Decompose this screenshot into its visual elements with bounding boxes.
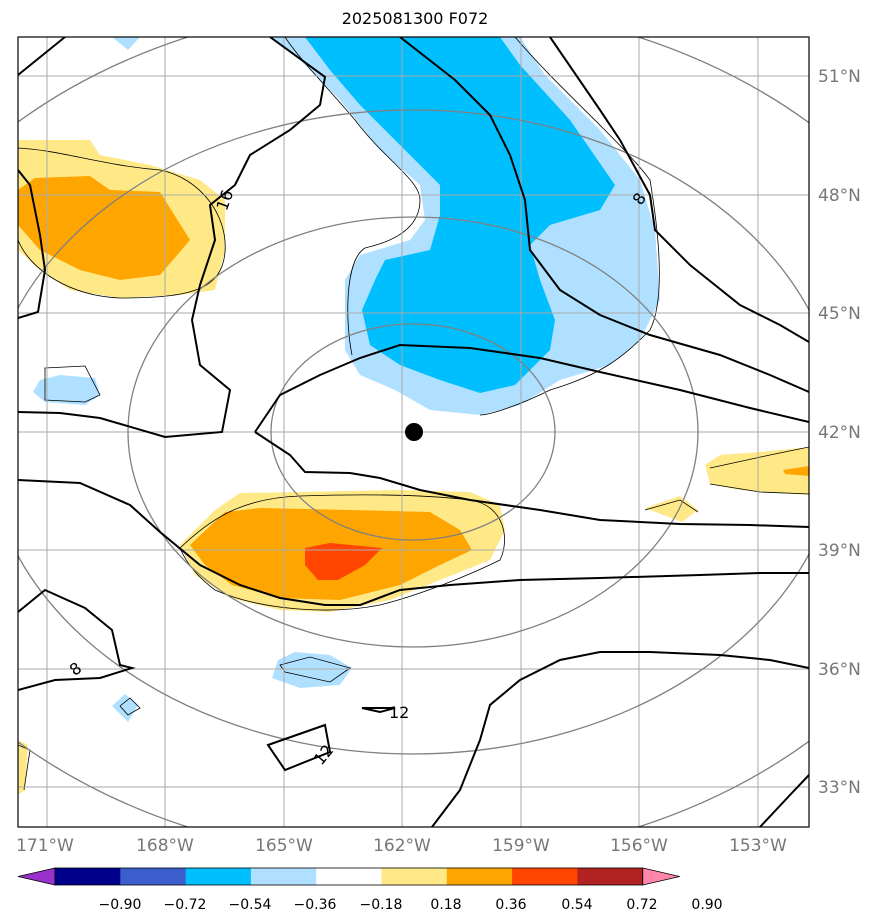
shade-red-center xyxy=(305,543,382,580)
colorbar-segment-9 xyxy=(577,868,644,885)
cb-label-8: 0.72 xyxy=(626,897,657,913)
colorbar xyxy=(17,867,680,886)
shade-blue-main xyxy=(305,37,615,393)
map-title: 2025081300 F072 xyxy=(341,9,489,28)
shade-yellow-east2 xyxy=(645,496,698,522)
graticule xyxy=(18,37,809,827)
lat-label-39: 39°N xyxy=(818,541,861,561)
shade-lightblue-s xyxy=(272,652,352,688)
colorbar-segment-4 xyxy=(250,868,317,885)
cb-label-3: −0.36 xyxy=(294,897,337,913)
colorbar-segment-7 xyxy=(446,868,513,885)
colorbar-segment-6 xyxy=(381,868,448,885)
lon-label-156: 156°W xyxy=(610,836,668,856)
cb-label-5: 0.18 xyxy=(430,897,461,913)
lon-label-159: 159°W xyxy=(492,836,550,856)
shade-lightblue-w xyxy=(33,375,100,405)
map-area: 16 8 8 12 12 xyxy=(18,37,809,827)
shade-lightblue-sw xyxy=(112,694,138,722)
cb-label-4: −0.18 xyxy=(360,897,403,913)
map-frame xyxy=(17,36,810,828)
shaded-fields xyxy=(18,37,809,795)
lon-label-162: 162°W xyxy=(373,836,431,856)
lat-labels: 51°N 48°N 45°N 42°N 39°N 36°N 33°N xyxy=(818,67,861,798)
lat-label-48: 48°N xyxy=(818,186,861,206)
shade-orange-east xyxy=(783,466,809,476)
contour-label-12-a: 12 xyxy=(389,703,409,722)
lat-label-51: 51°N xyxy=(818,67,861,87)
lon-labels: 171°W 168°W 165°W 162°W 159°W 156°W 153°… xyxy=(16,836,787,856)
colorbar-segment-3 xyxy=(185,868,252,885)
storm-center-marker xyxy=(405,423,423,441)
lat-label-33: 33°N xyxy=(818,778,861,798)
colorbar-extend-high xyxy=(642,867,680,886)
cb-label-6: 0.36 xyxy=(495,897,526,913)
cb-label-0: −0.90 xyxy=(99,897,142,913)
colorbar-segment-2 xyxy=(120,868,187,885)
range-rings xyxy=(18,37,809,827)
cb-label-2: −0.54 xyxy=(229,897,272,913)
cb-label-1: −0.72 xyxy=(164,897,207,913)
colorbar-labels: −0.90 −0.72 −0.54 −0.36 −0.18 0.18 0.36 … xyxy=(99,897,723,913)
cb-label-9: 0.90 xyxy=(691,897,722,913)
colorbar-segment-1 xyxy=(55,868,121,885)
lat-label-45: 45°N xyxy=(818,304,861,324)
lat-label-42: 42°N xyxy=(818,423,861,443)
lon-label-165: 165°W xyxy=(255,836,313,856)
colorbar-frame xyxy=(54,867,644,886)
lon-label-171: 171°W xyxy=(16,836,74,856)
shade-yellow-east xyxy=(705,448,809,495)
colorbar-segment-5 xyxy=(316,868,382,885)
colorbar-extend-low xyxy=(17,867,56,886)
cb-label-7: 0.54 xyxy=(561,897,592,913)
lon-label-153: 153°W xyxy=(729,836,787,856)
colorbar-segment-8 xyxy=(512,868,578,885)
shade-orange-nw xyxy=(18,176,190,280)
thick-contours xyxy=(18,37,809,827)
lat-label-36: 36°N xyxy=(818,660,861,680)
lon-label-168: 168°W xyxy=(136,836,194,856)
shade-lightblue-top xyxy=(112,37,140,50)
